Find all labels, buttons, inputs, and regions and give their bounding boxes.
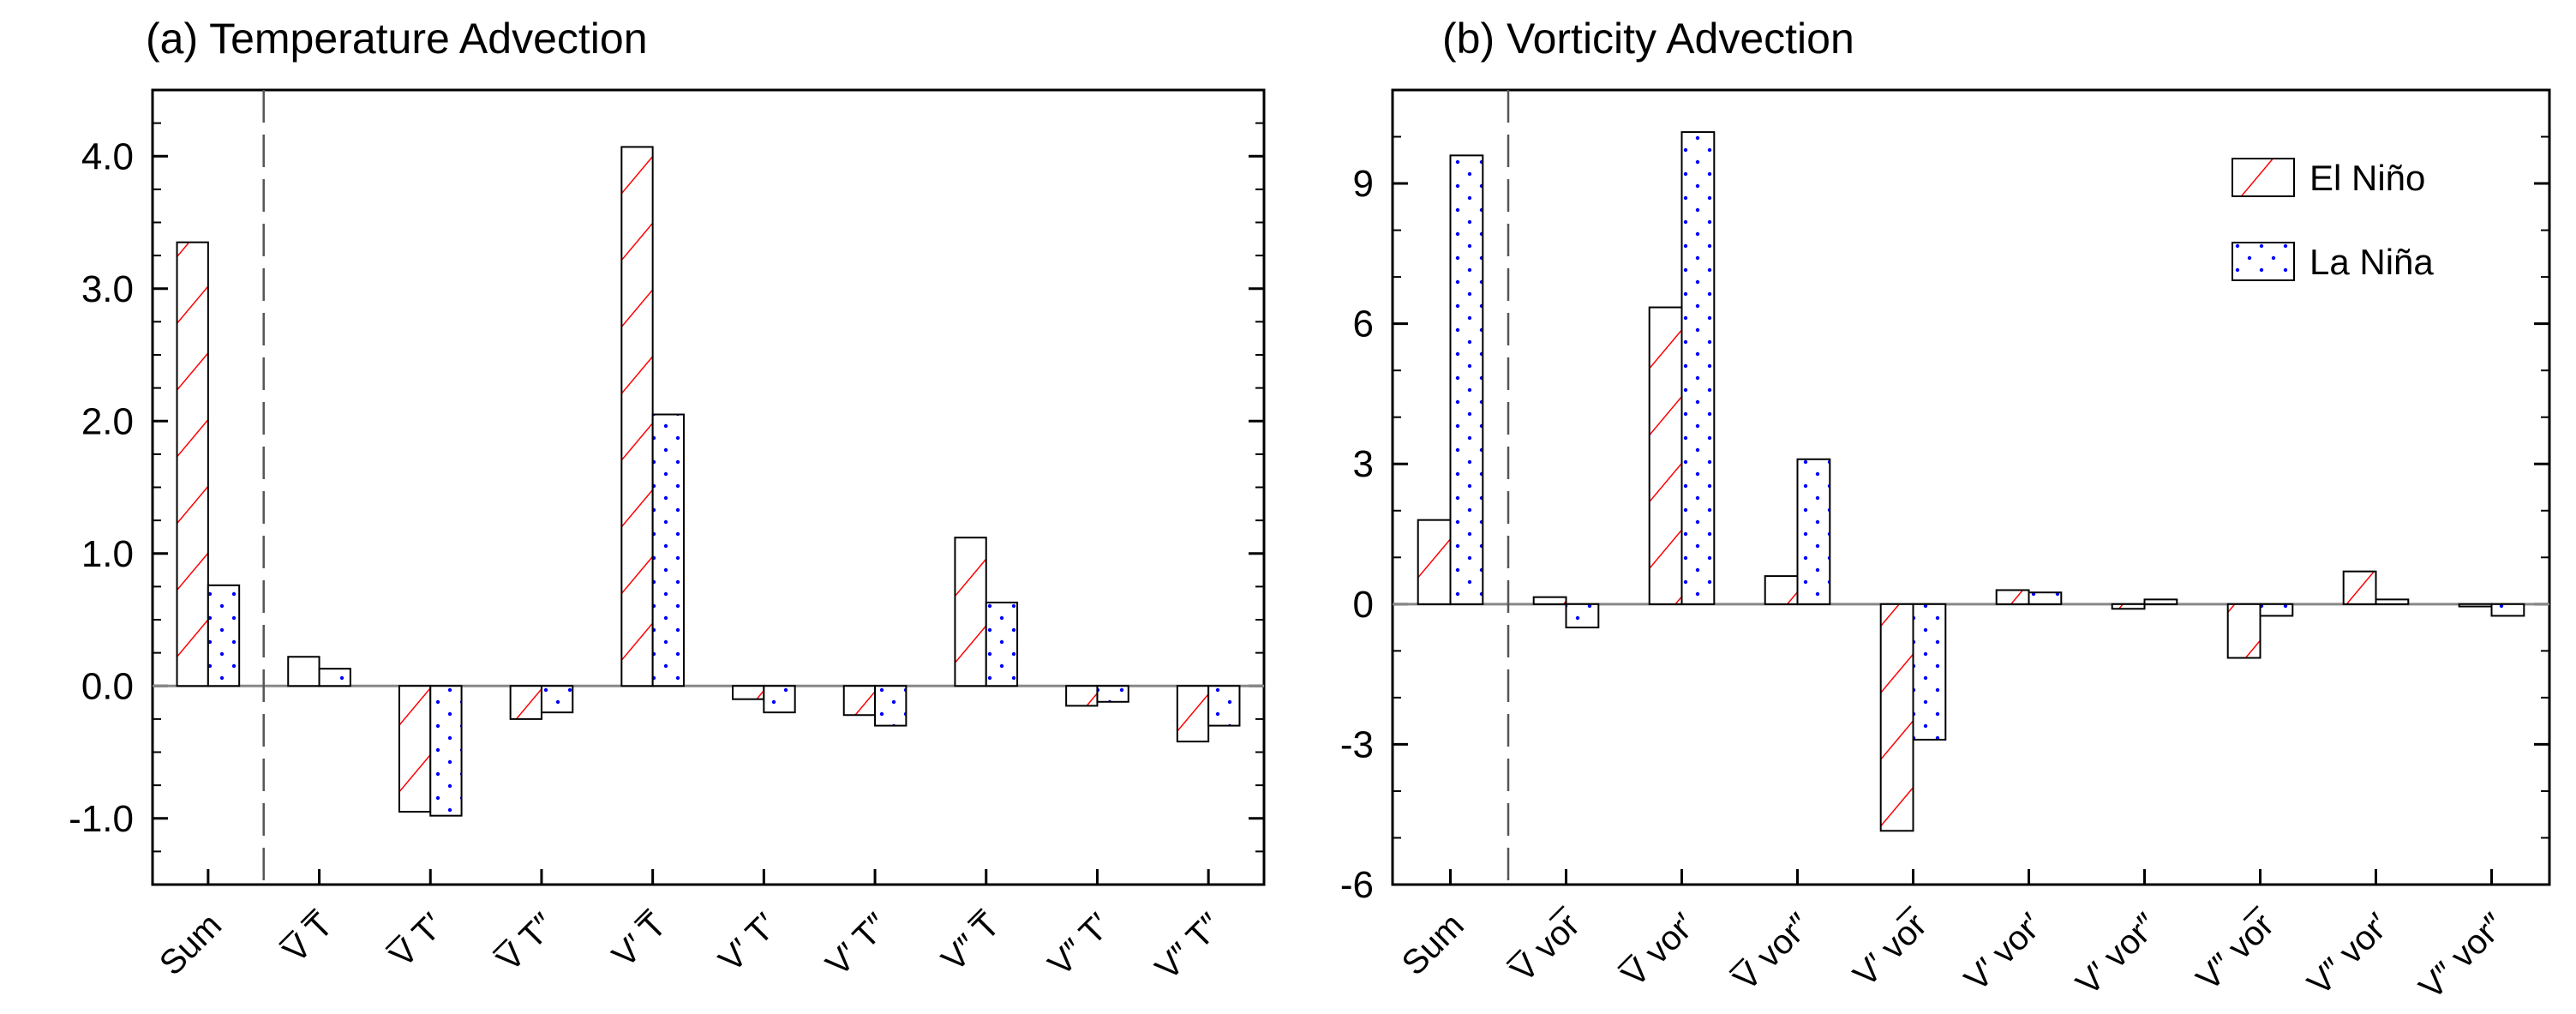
bar-el-nino xyxy=(1532,596,1567,605)
bar-el-nino xyxy=(2111,603,2146,610)
x-tick-label: V′ vor′ xyxy=(1957,906,2050,999)
y-tick-label: 1.0 xyxy=(81,533,134,575)
bar-el-nino xyxy=(732,685,765,700)
panel-a-plot-area: -1.0 0.0 1.0 2.0 3.0 4.0 Sum V̅ T̅ V̅ T′ V̅ T″ V′ … xyxy=(69,88,1266,987)
bar-la-nina xyxy=(318,668,351,687)
bar-la-nina xyxy=(2490,603,2525,617)
x-tick-label: V̅ vor̅ xyxy=(1504,904,1590,990)
y-tick-label: 6 xyxy=(1353,303,1374,345)
panel-a-title: (a) Temperature Advection xyxy=(146,15,648,63)
x-tick-label: V̅ T′ xyxy=(383,906,452,975)
y-tick-label: 2.0 xyxy=(81,400,134,442)
x-tick-label: V″ vor̅ xyxy=(2190,904,2284,999)
x-tick-label: V′ T′ xyxy=(711,906,784,979)
legend-el-nino-label: El Niño xyxy=(2309,158,2425,198)
bar-la-nina xyxy=(1449,154,1484,605)
bar-la-nina xyxy=(1680,131,1716,605)
x-tick-label: V′ vor″ xyxy=(2069,906,2165,1002)
bar-el-nino xyxy=(1065,685,1099,707)
bar-la-nina xyxy=(2028,591,2063,605)
bar-la-nina xyxy=(651,413,685,687)
y-tick-label: 3.0 xyxy=(81,268,134,310)
legend: El Niño La Niña xyxy=(2232,158,2434,282)
bar-el-nino xyxy=(1648,306,1683,605)
bar-el-nino xyxy=(2342,570,2377,605)
x-tick-label: V̅ T̅ xyxy=(276,906,340,970)
y-tick-label: -6 xyxy=(1340,864,1374,906)
bar-la-nina xyxy=(429,685,463,817)
bar-el-nino xyxy=(1764,575,1799,605)
bar-la-nina xyxy=(1565,603,1600,629)
panel-temperature-advection: (a) Temperature Advection -1.0 0.0 1.0 2.0 3… xyxy=(69,15,1266,987)
bar-el-nino xyxy=(1879,603,1914,832)
bar-la-nina xyxy=(2259,603,2294,617)
bar-la-nina xyxy=(874,685,908,727)
x-tick-label: Sum xyxy=(1395,906,1471,982)
bar-el-nino xyxy=(398,685,432,813)
x-tick-label: Sum xyxy=(153,906,229,982)
y-axis-ticks: -6 -3 0 3 6 9 xyxy=(1340,89,2549,906)
legend-la-nina-swatch xyxy=(2232,242,2295,281)
bar-la-nina xyxy=(1207,685,1241,727)
bar-el-nino xyxy=(842,685,877,717)
bar-el-nino xyxy=(509,685,542,720)
y-tick-label: 0 xyxy=(1353,584,1374,626)
plot-frame xyxy=(151,88,1266,886)
bar-el-nino xyxy=(620,146,654,687)
bar-el-nino xyxy=(176,241,209,687)
x-tick-label: V′ T̅ xyxy=(605,906,674,975)
y-tick-label: 0.0 xyxy=(81,665,134,707)
y-tick-label: -3 xyxy=(1340,723,1374,765)
x-tick-label: V″ T″ xyxy=(1148,906,1230,987)
plot-frame xyxy=(1391,88,2551,886)
y-tick-label: -1.0 xyxy=(69,798,134,840)
panel-b-title: (b) Vorticity Advection xyxy=(1442,15,1854,63)
bar-el-nino xyxy=(2458,603,2493,608)
x-tick-label: V″ vor″ xyxy=(2412,906,2513,1006)
y-tick-label: 4.0 xyxy=(81,135,134,177)
y-tick-label: 3 xyxy=(1353,443,1374,485)
bar-la-nina xyxy=(540,685,574,714)
bar-el-nino xyxy=(954,537,987,687)
legend-el-nino-swatch xyxy=(2232,158,2295,197)
x-tick-label: V″ vor′ xyxy=(2300,906,2396,1002)
bar-el-nino xyxy=(287,656,321,687)
y-tick-label: 9 xyxy=(1353,163,1374,205)
bar-el-nino xyxy=(2226,603,2261,659)
bar-la-nina xyxy=(1796,458,1831,605)
x-tick-label: V″ T̅ xyxy=(934,906,1007,979)
bar-el-nino xyxy=(1176,685,1210,743)
x-tick-label: V″ T′ xyxy=(1041,906,1118,983)
bar-la-nina xyxy=(1096,685,1129,703)
bar-la-nina xyxy=(2143,598,2178,605)
x-tick-label: V̅ T″ xyxy=(490,906,563,979)
bar-el-nino xyxy=(1417,519,1452,605)
x-tick-label: V̅ vor′ xyxy=(1614,906,1702,993)
bar-el-nino xyxy=(1995,589,2030,605)
bar-la-nina xyxy=(207,584,241,687)
x-tick-label: V̅ vor″ xyxy=(1727,906,1818,998)
x-tick-label: V′ T″ xyxy=(818,906,896,983)
x-tick-label: V′ vor̅ xyxy=(1846,904,1936,994)
bar-la-nina xyxy=(763,685,796,714)
legend-la-nina-label: La Niña xyxy=(2309,242,2434,282)
bar-la-nina xyxy=(1912,603,1947,741)
bar-la-nina xyxy=(985,601,1019,687)
bar-la-nina xyxy=(2375,598,2410,605)
